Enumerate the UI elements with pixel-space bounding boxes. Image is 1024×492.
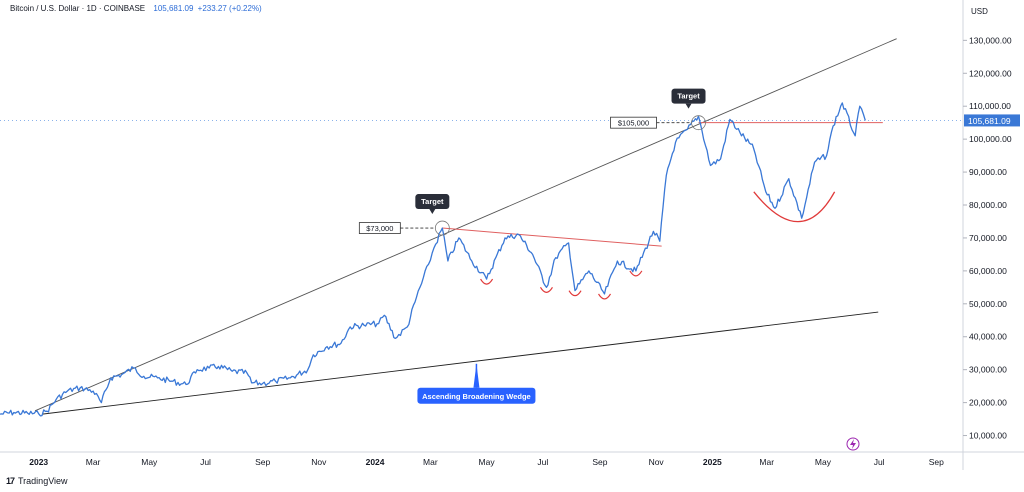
target-label: Target	[677, 92, 700, 101]
last-price-readout: 105,681.09	[153, 4, 194, 13]
x-tick-label: 2025	[703, 457, 722, 467]
event-flash-bolt-icon	[850, 439, 856, 449]
target-price-label: $73,000	[366, 224, 393, 233]
x-tick-label: Mar	[423, 457, 438, 467]
x-tick-label: Sep	[255, 457, 270, 467]
target-callout-pointer	[429, 209, 436, 215]
x-tick-label: Jul	[537, 457, 548, 467]
x-tick-label: Nov	[311, 457, 327, 467]
dip-marker	[568, 290, 582, 297]
currency-label: USD	[971, 7, 988, 16]
target-price-label: $105,000	[618, 119, 649, 128]
x-tick-label: Sep	[592, 457, 607, 467]
x-tick-label: May	[141, 457, 158, 467]
y-tick-label: 50,000.00	[969, 299, 1007, 309]
resistance-line-2024	[442, 227, 662, 247]
dip-marker	[598, 293, 612, 300]
target-callout-pointer	[685, 103, 692, 109]
wedge-lower-line	[42, 311, 879, 415]
wedge-badge	[417, 387, 536, 404]
target-circle	[691, 115, 706, 131]
y-tick-label: 20,000.00	[969, 398, 1007, 408]
x-tick-label: 2023	[29, 457, 48, 467]
tradingview-logo-icon: 17	[6, 476, 15, 486]
price-change-readout: +233.27 (+0.22%)	[197, 4, 262, 13]
dip-marker	[480, 278, 494, 285]
y-tick-label: 110,000.00	[969, 101, 1011, 111]
x-tick-label: Mar	[759, 457, 774, 467]
x-tick-label: May	[479, 457, 496, 467]
y-tick-label: 40,000.00	[969, 332, 1007, 342]
tradingview-brand[interactable]: 17 TradingView	[6, 476, 68, 486]
chart-header: Bitcoin / U.S. Dollar · 1D · COINBASE 10…	[10, 4, 262, 13]
target-callout	[671, 88, 706, 104]
price-series-line	[0, 102, 866, 417]
y-tick-label: 30,000.00	[969, 365, 1007, 375]
target-price-box	[358, 222, 401, 234]
y-tick-label: 60,000.00	[969, 266, 1007, 276]
y-tick-label: 80,000.00	[969, 200, 1007, 210]
target-price-box	[610, 116, 657, 129]
x-tick-label: Mar	[86, 457, 101, 467]
x-tick-label: Nov	[649, 457, 665, 467]
y-tick-label: 130,000.00	[969, 35, 1012, 45]
x-tick-label: Jul	[874, 457, 885, 467]
last-price-badge	[964, 114, 1020, 127]
symbol-title: Bitcoin / U.S. Dollar · 1D · COINBASE	[10, 4, 146, 13]
wedge-upper-line	[34, 38, 897, 412]
dip-marker	[629, 270, 643, 277]
y-tick-label: 120,000.00	[969, 68, 1012, 78]
x-tick-label: 2024	[366, 457, 385, 467]
y-tick-label: 100,000.00	[969, 134, 1012, 144]
x-tick-label: Sep	[929, 457, 944, 467]
y-tick-label: 70,000.00	[969, 233, 1007, 243]
x-tick-label: Jul	[200, 457, 211, 467]
target-label: Target	[421, 197, 444, 206]
dip-marker	[539, 287, 553, 293]
tradingview-name: TradingView	[18, 476, 68, 486]
target-callout	[415, 194, 450, 210]
y-tick-label: 10,000.00	[969, 431, 1007, 441]
cup-pattern-arc	[753, 191, 836, 223]
wedge-badge-label: Ascending Broadening Wedge	[422, 392, 531, 401]
x-tick-label: May	[815, 457, 832, 467]
y-tick-label: 90,000.00	[969, 167, 1007, 177]
target-circle	[434, 220, 450, 236]
last-price-badge-label: 105,681.09	[968, 116, 1011, 126]
